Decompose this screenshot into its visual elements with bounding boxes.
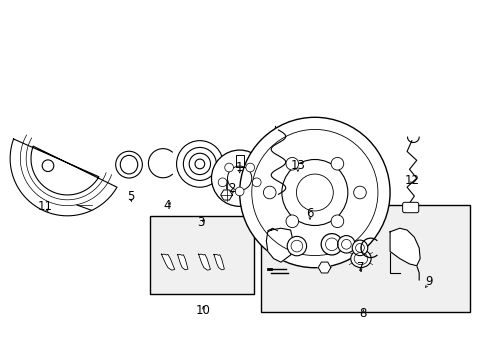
Text: 8: 8 [359, 307, 366, 320]
Text: 11: 11 [38, 200, 53, 213]
Circle shape [224, 163, 233, 172]
Polygon shape [318, 262, 330, 273]
Text: 13: 13 [290, 159, 305, 172]
Polygon shape [213, 255, 224, 270]
Text: 12: 12 [404, 174, 419, 186]
Text: 4: 4 [163, 198, 170, 212]
Text: 5: 5 [126, 190, 134, 203]
Circle shape [351, 240, 367, 256]
Polygon shape [266, 228, 292, 262]
Polygon shape [177, 255, 187, 270]
Bar [150, 216, 254, 294]
Ellipse shape [116, 151, 142, 178]
Ellipse shape [350, 249, 370, 267]
Text: 3: 3 [197, 216, 204, 229]
Text: 10: 10 [195, 304, 210, 317]
Circle shape [337, 235, 354, 253]
Circle shape [239, 117, 389, 268]
Polygon shape [220, 190, 232, 200]
Circle shape [218, 178, 226, 187]
Circle shape [321, 234, 342, 255]
Bar [235, 155, 243, 167]
Circle shape [285, 215, 298, 228]
Circle shape [285, 157, 298, 170]
Circle shape [330, 215, 343, 228]
Circle shape [286, 237, 306, 256]
Text: 2: 2 [228, 183, 236, 195]
Text: 7: 7 [356, 261, 364, 274]
Circle shape [353, 186, 366, 199]
Circle shape [263, 186, 275, 199]
FancyBboxPatch shape [402, 202, 418, 213]
Polygon shape [198, 254, 210, 270]
Circle shape [281, 159, 347, 225]
Circle shape [211, 150, 267, 206]
Circle shape [252, 178, 261, 187]
Circle shape [245, 163, 254, 172]
Text: 6: 6 [305, 207, 313, 220]
Text: 9: 9 [424, 275, 432, 288]
Bar [261, 205, 469, 312]
Circle shape [330, 157, 343, 170]
Polygon shape [389, 228, 419, 266]
Circle shape [235, 187, 244, 196]
Polygon shape [161, 254, 174, 270]
Polygon shape [10, 139, 117, 216]
Text: 1: 1 [235, 161, 243, 174]
